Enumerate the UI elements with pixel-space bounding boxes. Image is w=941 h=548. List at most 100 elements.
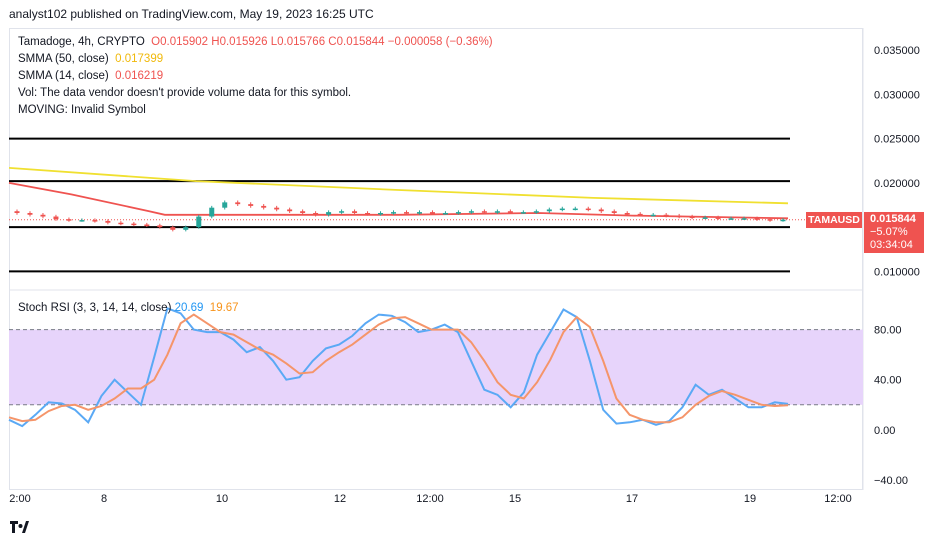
stoch-d-line: [8, 313, 789, 424]
candle-body: [767, 219, 773, 221]
bar-countdown: 03:34:04: [870, 239, 913, 251]
stoch-k-line: [8, 306, 789, 428]
candle-body: [14, 211, 20, 213]
candle-body: [624, 212, 630, 215]
candle-body: [79, 220, 85, 222]
candle-body: [455, 212, 461, 214]
candle-body: [326, 212, 332, 215]
candle-body: [429, 212, 435, 214]
candle-body: [365, 212, 371, 215]
stoch-d-value: 19.67: [209, 302, 239, 314]
candle-body: [92, 220, 98, 222]
candle-body: [378, 212, 384, 215]
price-change: −5.07%: [870, 226, 908, 238]
oscillator-pane: [8, 306, 863, 428]
axes: 0.0350000.0300000.0250000.0200000.015000…: [9, 45, 920, 505]
volume-note: Vol: The data vendor doesn't provide vol…: [18, 87, 352, 99]
candle-body: [144, 224, 150, 226]
candle-body: [689, 216, 695, 219]
candle-body: [650, 214, 656, 217]
candle-body: [702, 217, 708, 219]
stoch-k-value: 20.69: [174, 302, 204, 314]
smma50-value: 0.017399: [115, 53, 164, 65]
candle-body: [780, 219, 786, 222]
candle-body: [611, 211, 617, 213]
legend-symbol-row: Tamadoge, 4h, CRYPTO O0.015902 H0.015926…: [18, 35, 493, 49]
smma14-line: [8, 182, 789, 220]
last-price-tag: 0.015844 −5.07% 03:34:04: [864, 212, 924, 253]
candle-body: [118, 222, 124, 225]
candle-body: [520, 212, 526, 214]
time-tick-label: 2:00: [9, 493, 30, 505]
time-tick-label: 8: [101, 493, 107, 505]
candle-body: [442, 212, 448, 215]
candle-body: [741, 218, 747, 220]
candle-body: [391, 212, 397, 214]
candle-body: [170, 227, 176, 230]
candle-body: [235, 202, 241, 205]
price-pane: [8, 137, 863, 273]
legend-smma50-row: SMMA (50, close) 0.017399: [18, 52, 163, 66]
stoch-label[interactable]: Stoch RSI (3, 3, 14, 14, close): [18, 302, 172, 314]
ticker-box: TAMAUSD: [806, 212, 862, 228]
candle-body: [404, 212, 409, 214]
candle-body: [728, 218, 734, 220]
candle-body: [559, 208, 565, 211]
candle-body: [663, 214, 669, 217]
time-tick-label: 12:00: [416, 493, 444, 505]
symbol-name[interactable]: Tamadoge, 4h, CRYPTO: [18, 36, 145, 48]
moving-note: MOVING: Invalid Symbol: [18, 104, 146, 116]
candle-body: [494, 211, 500, 213]
smma14-value: 0.016219: [115, 70, 164, 82]
candle-body: [468, 211, 474, 213]
candle-body: [598, 209, 604, 212]
candle-body: [196, 216, 202, 228]
smma50-label[interactable]: SMMA (50, close): [18, 53, 109, 65]
time-tick-label: 10: [216, 493, 228, 505]
price-tick-label: 0.010000: [874, 266, 920, 278]
stoch-tick-label: −40.00: [874, 475, 908, 487]
candle-body: [248, 204, 254, 206]
stoch-tick-label: 80.00: [874, 325, 902, 337]
publish-info: analyst102 published on TradingView.com,…: [9, 7, 374, 21]
stoch-tick-label: 40.00: [874, 375, 902, 387]
candle-body: [585, 208, 591, 211]
candle-body: [66, 219, 72, 221]
tradingview-footer[interactable]: [10, 521, 30, 533]
candle-body: [27, 212, 33, 215]
candle-body: [274, 207, 280, 210]
candle-body: [105, 220, 111, 223]
candle-body: [754, 218, 760, 220]
smma14-label[interactable]: SMMA (14, close): [18, 70, 109, 82]
price-tick-label: 0.035000: [874, 45, 920, 57]
candle-body: [261, 205, 267, 208]
candle-body: [352, 211, 358, 213]
legend-stoch-row: Stoch RSI (3, 3, 14, 14, close) 20.69 19…: [18, 301, 239, 315]
time-tick-label: 15: [509, 493, 521, 505]
ohlc-values: O0.015902 H0.015926 L0.015766 C0.015844 …: [151, 36, 493, 48]
candle-body: [507, 211, 513, 213]
candle-body: [183, 227, 189, 230]
time-tick-label: 19: [744, 493, 756, 505]
price-tick-label: 0.030000: [874, 89, 920, 101]
candle-body: [209, 207, 215, 217]
candle-body: [339, 211, 345, 213]
candle-body: [300, 211, 306, 213]
candle-body: [715, 217, 721, 219]
candle-body: [637, 213, 643, 216]
overbought-oversold-band: [9, 329, 863, 405]
legend-smma14-row: SMMA (14, close) 0.016219: [18, 69, 163, 83]
candle-body: [481, 211, 487, 213]
candle-body: [53, 216, 59, 220]
time-tick-label: 17: [626, 493, 638, 505]
time-tick-label: 12:00: [824, 493, 852, 505]
last-price: 0.015844: [870, 213, 916, 225]
candle-body: [287, 209, 293, 212]
tradingview-logo-icon: [10, 521, 29, 533]
candle-body: [572, 208, 578, 211]
candle-body: [40, 214, 46, 217]
stoch-tick-label: 0.00: [874, 425, 895, 437]
candle-body: [546, 209, 552, 212]
smma50-line: [8, 167, 789, 205]
